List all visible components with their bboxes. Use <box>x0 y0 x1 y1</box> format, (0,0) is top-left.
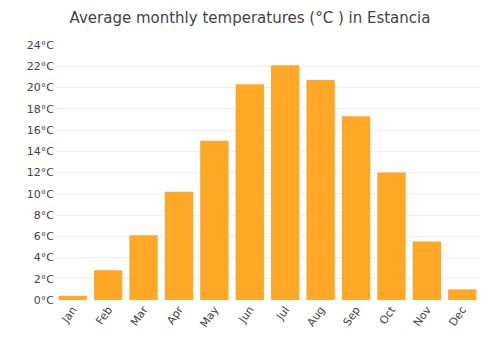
svg-text:Jan: Jan <box>59 304 80 326</box>
svg-text:16°C: 16°C <box>27 124 54 137</box>
svg-text:20°C: 20°C <box>27 81 54 94</box>
svg-text:Feb: Feb <box>93 304 115 327</box>
svg-text:Jul: Jul <box>273 304 292 323</box>
svg-text:Average monthly temperatures (: Average monthly temperatures (°C ) in Es… <box>70 9 431 27</box>
svg-text:8°C: 8°C <box>34 209 54 222</box>
svg-text:2°C: 2°C <box>34 273 54 286</box>
svg-text:12°C: 12°C <box>27 166 54 179</box>
svg-text:Mar: Mar <box>128 304 151 329</box>
svg-text:18°C: 18°C <box>27 103 54 116</box>
svg-text:May: May <box>198 304 222 330</box>
svg-text:10°C: 10°C <box>27 188 54 201</box>
svg-text:Aug: Aug <box>305 304 328 329</box>
svg-text:4°C: 4°C <box>34 251 54 264</box>
svg-text:6°C: 6°C <box>34 230 54 243</box>
svg-text:Jun: Jun <box>236 304 257 326</box>
svg-text:Oct: Oct <box>377 303 399 327</box>
svg-text:Apr: Apr <box>164 304 186 327</box>
svg-text:0°C: 0°C <box>34 294 54 307</box>
svg-text:Nov: Nov <box>411 304 434 329</box>
svg-text:22°C: 22°C <box>27 60 54 73</box>
svg-text:Sep: Sep <box>340 304 363 328</box>
svg-text:24°C: 24°C <box>27 39 54 52</box>
svg-text:14°C: 14°C <box>27 145 54 158</box>
svg-text:Dec: Dec <box>446 304 469 329</box>
